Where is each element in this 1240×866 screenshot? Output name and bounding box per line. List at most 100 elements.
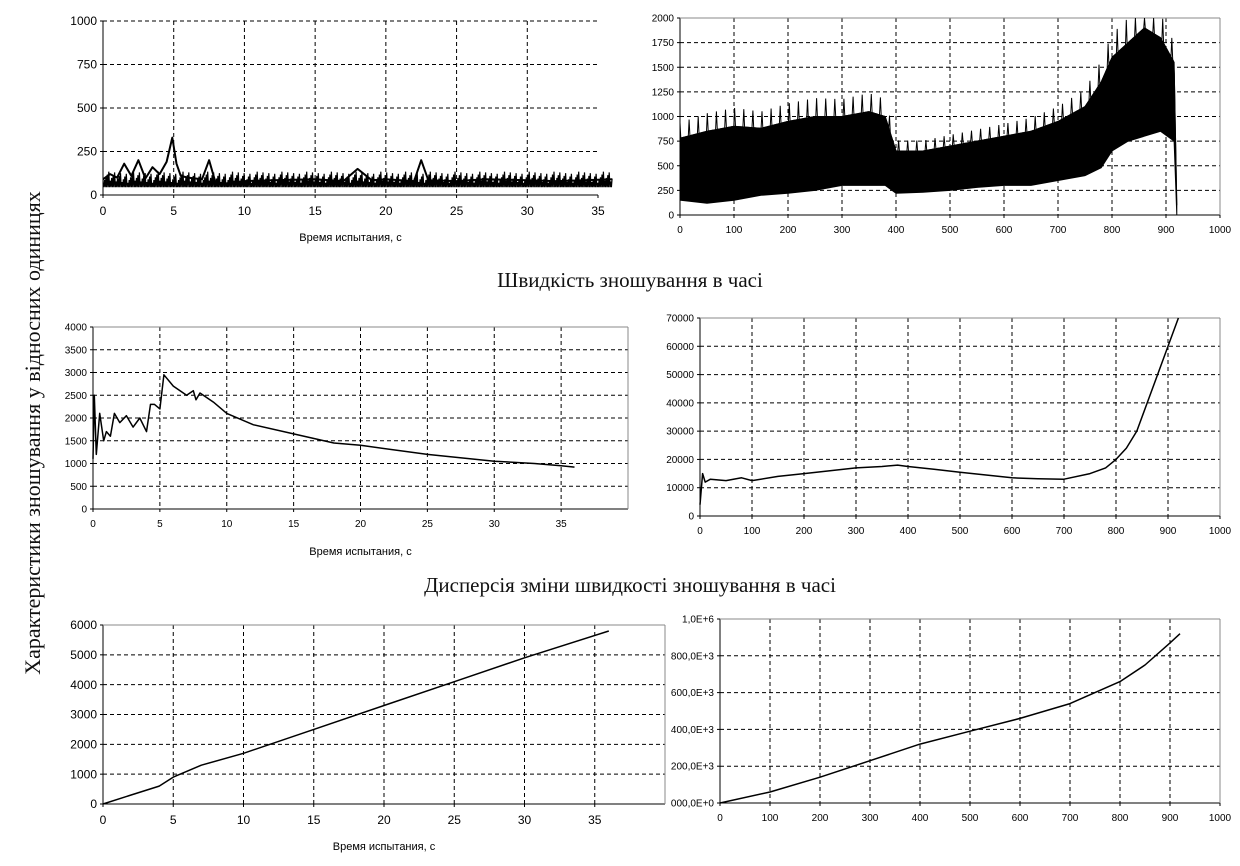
x-tick-label: 25	[450, 204, 464, 218]
y-tick-label: 1000	[65, 459, 88, 470]
y-tick-label: 1000	[70, 767, 97, 781]
y-tick-label: 70000	[666, 314, 694, 325]
y-tick-label: 1,0E+6	[682, 615, 714, 626]
x-tick-label: 5	[157, 519, 163, 530]
x-tick-label: 800	[1112, 813, 1129, 824]
series-line	[103, 631, 609, 804]
x-tick-label: 10	[237, 813, 251, 827]
x-tick-label: 0	[717, 813, 723, 824]
y-tick-label: 2500	[65, 391, 88, 402]
x-tick-label: 900	[1158, 225, 1175, 236]
x-axis-label: Время испытания, с	[299, 232, 402, 244]
x-tick-label: 200	[780, 225, 797, 236]
y-tick-label: 0	[81, 505, 87, 516]
x-tick-label: 20	[355, 519, 367, 530]
x-tick-label: 400	[888, 225, 905, 236]
chart-cum_short: 0 1000 2000 3000 4000 5000 6000 0 5 10 15 20 25 30 35 В…	[70, 618, 665, 853]
y-tick-label: 30000	[666, 427, 694, 438]
x-tick-label: 30	[489, 519, 501, 530]
y-tick-label: 4000	[70, 678, 97, 692]
x-tick-label: 15	[308, 204, 322, 218]
y-tick-label: 750	[77, 58, 97, 72]
x-tick-label: 20	[379, 204, 393, 218]
x-tick-label: 600	[1004, 526, 1021, 537]
x-tick-label: 200	[796, 526, 813, 537]
y-tick-label: 250	[657, 186, 674, 197]
y-tick-label: 3000	[70, 708, 97, 722]
chart-disp_short: 0 500 1000 1500 2000 2500 3000 3500 4000 0 5 10 15 20…	[65, 323, 628, 559]
x-tick-label: 5	[170, 204, 177, 218]
x-tick-label: 1000	[1209, 526, 1232, 537]
y-tick-label: 0	[688, 512, 694, 523]
x-tick-label: 35	[556, 519, 568, 530]
y-tick-label: 10000	[666, 483, 694, 494]
x-tick-label: 25	[422, 519, 434, 530]
x-tick-label: 0	[697, 526, 703, 537]
chart-cum_long: 000,0E+0 200,0E+3 400,0E+3 600,0E+3 800,0E+3…	[671, 615, 1232, 825]
x-tick-label: 15	[307, 813, 321, 827]
x-tick-label: 0	[100, 204, 107, 218]
x-tick-label: 0	[677, 225, 683, 236]
x-axis-label: Время испытания, с	[309, 546, 412, 558]
x-tick-label: 300	[848, 526, 865, 537]
x-tick-label: 0	[100, 813, 107, 827]
y-tick-label: 3500	[65, 345, 88, 356]
y-tick-label: 2000	[65, 414, 88, 425]
y-tick-label: 6000	[70, 618, 97, 632]
y-tick-label: 200,0E+3	[671, 762, 715, 773]
y-tick-label: 2000	[652, 14, 675, 25]
x-tick-label: 400	[900, 526, 917, 537]
x-tick-label: 900	[1162, 813, 1179, 824]
y-tick-label: 60000	[666, 342, 694, 353]
y-tick-label: 1000	[70, 14, 97, 28]
y-tick-label: 0	[668, 211, 674, 222]
y-tick-label: 5000	[70, 648, 97, 662]
x-tick-label: 200	[812, 813, 829, 824]
x-tick-label: 0	[90, 519, 96, 530]
x-tick-label: 600	[1012, 813, 1029, 824]
y-tick-label: 2000	[70, 738, 97, 752]
x-axis-label: Время испытания, с	[333, 841, 436, 853]
x-tick-label: 5	[170, 813, 177, 827]
y-tick-label: 1250	[652, 87, 675, 98]
y-tick-label: 000,0E+0	[671, 799, 715, 810]
series-band	[680, 28, 1177, 215]
x-tick-label: 300	[834, 225, 851, 236]
x-tick-label: 100	[726, 225, 743, 236]
y-tick-label: 250	[77, 145, 97, 159]
chart-rate_short: 0 250 500 750 1000 0 5 10 15 20 25 30 35 Время испыта…	[70, 14, 612, 244]
x-tick-label: 700	[1062, 813, 1079, 824]
x-tick-label: 800	[1104, 225, 1121, 236]
x-tick-label: 10	[238, 204, 252, 218]
x-tick-label: 20	[377, 813, 391, 827]
x-tick-label: 900	[1160, 526, 1177, 537]
y-tick-label: 1000	[652, 112, 675, 123]
y-tick-label: 20000	[666, 455, 694, 466]
y-tick-label: 600,0E+3	[671, 688, 715, 699]
x-tick-label: 700	[1050, 225, 1067, 236]
x-tick-label: 500	[942, 225, 959, 236]
x-tick-label: 10	[221, 519, 233, 530]
x-tick-label: 35	[591, 204, 605, 218]
x-tick-label: 600	[996, 225, 1013, 236]
y-tick-label: 40000	[666, 398, 694, 409]
y-tick-label: 0	[90, 797, 97, 811]
x-tick-label: 700	[1056, 526, 1073, 537]
y-tick-label: 3000	[65, 368, 88, 379]
x-tick-label: 800	[1108, 526, 1125, 537]
x-tick-label: 30	[521, 204, 535, 218]
y-tick-label: 1750	[652, 38, 675, 49]
y-tick-label: 500	[70, 482, 87, 493]
x-tick-label: 100	[744, 526, 761, 537]
section-title-dispersion: Дисперсія зміни швидкості зношування в ч…	[424, 573, 836, 597]
chart-disp_long: 0 10000 20000 30000 40000 50000 60000 70000 0 100…	[666, 314, 1231, 538]
y-tick-label: 4000	[65, 323, 88, 334]
x-tick-label: 500	[952, 526, 969, 537]
series-line	[720, 634, 1180, 803]
x-tick-label: 400	[912, 813, 929, 824]
x-tick-label: 500	[962, 813, 979, 824]
series-line	[93, 375, 575, 467]
x-tick-label: 35	[588, 813, 602, 827]
x-tick-label: 300	[862, 813, 879, 824]
